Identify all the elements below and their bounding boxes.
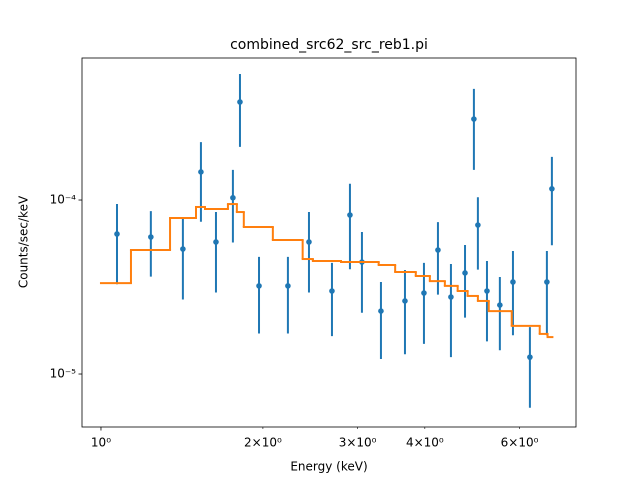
data-point bbox=[378, 308, 384, 314]
x-tick-label: 4×10⁰ bbox=[406, 436, 444, 450]
data-point bbox=[285, 283, 291, 289]
data-point bbox=[402, 298, 408, 304]
data-point bbox=[114, 231, 120, 237]
y-axis-label: Counts/sec/keV bbox=[17, 195, 31, 288]
data-point bbox=[256, 283, 262, 289]
data-point bbox=[544, 279, 550, 285]
data-point bbox=[347, 212, 353, 218]
data-point bbox=[180, 246, 186, 252]
data-point bbox=[471, 116, 477, 122]
data-point bbox=[497, 302, 503, 308]
y-tick-label: 10⁻⁴ bbox=[50, 193, 77, 207]
data-point bbox=[237, 99, 243, 105]
data-point bbox=[230, 194, 236, 201]
y-tick-label: 10⁻⁵ bbox=[50, 367, 77, 381]
data-point bbox=[549, 186, 555, 192]
data-point bbox=[510, 279, 516, 285]
data-point bbox=[306, 239, 312, 245]
data-point bbox=[475, 222, 481, 228]
data-point bbox=[448, 294, 454, 300]
data-point bbox=[527, 354, 533, 360]
data-point bbox=[435, 247, 441, 253]
data-point bbox=[213, 239, 219, 245]
data-point bbox=[198, 169, 204, 175]
data-point bbox=[148, 234, 154, 240]
x-tick-label: 3×10⁰ bbox=[339, 436, 377, 450]
data-point bbox=[462, 270, 468, 276]
chart-title: combined_src62_src_reb1.pi bbox=[230, 37, 428, 53]
data-point bbox=[484, 288, 490, 294]
x-tick-label: 2×10⁰ bbox=[244, 436, 282, 450]
plot-frame bbox=[81, 57, 577, 428]
data-point bbox=[329, 288, 335, 294]
x-axis-label: Energy (keV) bbox=[290, 460, 367, 474]
data-point bbox=[421, 290, 427, 296]
x-tick-label: 6×10⁰ bbox=[501, 436, 539, 450]
x-tick-label: 10⁰ bbox=[91, 436, 111, 450]
